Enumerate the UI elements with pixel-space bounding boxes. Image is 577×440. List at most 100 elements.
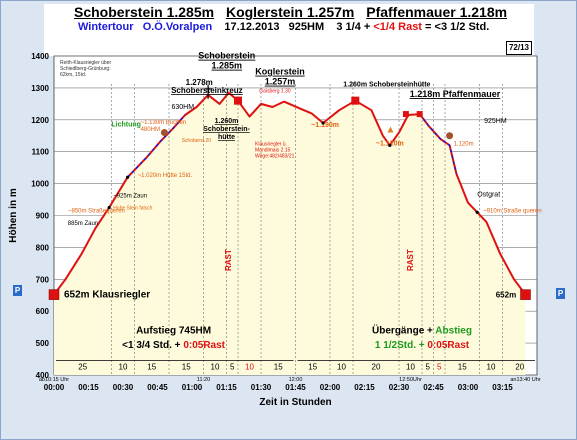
x-tick-label: 01:30 — [251, 383, 272, 392]
summit-marker — [402, 111, 409, 118]
point-label: 1.278m — [186, 78, 213, 87]
x-tick-label: 02:30 — [389, 383, 410, 392]
y-tick-label: 1100 — [32, 148, 50, 157]
y-tick-label: 600 — [36, 307, 50, 316]
time-mark-label: 11:20 — [197, 377, 210, 383]
x-tick-label: 02:15 — [354, 383, 375, 392]
x-tick-label: 03:15 — [492, 383, 513, 392]
segment-label: 10 — [119, 362, 128, 371]
point-label: Schobersteinkreuz — [171, 86, 243, 95]
point-label: Wege:482/483/21 — [255, 153, 295, 159]
point-label: Gaisberg 1.30 — [259, 89, 291, 95]
x-tick-label: 02:45 — [423, 383, 444, 392]
title-schoberstein: Schoberstein 1.285m — [74, 4, 215, 20]
y-axis-title: Höhen in m — [8, 188, 19, 243]
y-tick-label: 500 — [36, 339, 50, 348]
rast-label: RAST — [224, 249, 233, 271]
point-label: 480HM — [141, 127, 160, 133]
side-tab-left[interactable]: P — [13, 285, 22, 296]
tour-rest: <1/4 Rast — [373, 21, 422, 33]
point-label: Schoberst.20 — [182, 138, 212, 144]
point-label: Schoberstein — [198, 51, 255, 61]
point-label: 925HM — [484, 118, 507, 125]
x-tick-label: 02:00 — [320, 383, 341, 392]
tour-duration: 3 1/4 — [336, 21, 361, 33]
summary-ascent-time: <1 3/4 Std. + 0:05Rast — [122, 340, 226, 351]
tour-total: = <3 1/2 Std. — [425, 21, 490, 33]
segment-label: 10 — [337, 362, 346, 371]
segment-label: 10 — [211, 362, 220, 371]
route-note-line: Schiedlberg-Grünburg: — [60, 66, 111, 72]
segment-label: 20 — [372, 362, 381, 371]
segment-label: 15 — [182, 362, 191, 371]
route-note-line: Reith-Klausriegler über — [60, 60, 111, 66]
x-tick-label: 01:00 — [182, 383, 203, 392]
segment-label: 10 — [245, 362, 254, 371]
segment-label: 25 — [78, 362, 87, 371]
segment-label: 5 — [437, 362, 442, 371]
hut-marker — [351, 96, 360, 105]
point-label: hütte — [218, 134, 235, 141]
y-tick-label: 1200 — [31, 116, 49, 125]
summit-marker — [416, 111, 423, 118]
segment-label: 5 — [230, 362, 235, 371]
time-mark-label: 12:50Uhr — [399, 377, 422, 383]
point-label: Koglerstein — [255, 67, 305, 77]
route-note-line: 62km, 15td. — [60, 72, 86, 78]
y-tick-label: 1400 — [31, 52, 49, 61]
waypoint-dot — [321, 121, 325, 125]
tour-date: 17.12.2013 — [224, 21, 280, 33]
waypoint-dot — [107, 205, 111, 210]
point-label: 1.257m — [265, 77, 296, 87]
time-mark-label: an13:40 Uhr — [510, 377, 540, 383]
point-label: 885m Zaun — [68, 221, 98, 227]
side-tab-right[interactable]: P — [556, 288, 565, 299]
x-tick-label: 00:00 — [44, 383, 65, 392]
page-title: Schoberstein 1.285m Koglerstein 1.257m P… — [70, 4, 510, 20]
y-tick-label: 700 — [36, 275, 50, 284]
point-label: 652m — [496, 291, 516, 300]
x-tick-label: 00:15 — [78, 383, 99, 392]
start-marker — [48, 289, 60, 300]
segment-label: 20 — [515, 362, 524, 371]
point-label: ~925m Zaun — [113, 194, 147, 200]
turn-marker-icon — [387, 126, 394, 133]
waypoint-dot — [388, 143, 392, 147]
segment-label: 5 — [426, 362, 431, 371]
x-tick-label: 00:45 — [147, 383, 168, 392]
summary-traverse-title: Übergänge + Abstieg — [372, 324, 472, 337]
point-label: 1.120m — [454, 141, 474, 147]
point-label: 652m Klausriegler — [64, 290, 150, 301]
x-tick-label: 03:00 — [458, 383, 479, 392]
segment-label: 15 — [147, 362, 156, 371]
point-label: Klausriegler ü. — [255, 141, 287, 147]
segment-label: 10 — [406, 362, 415, 371]
x-tick-label: 01:45 — [285, 383, 306, 392]
title-koglerstein: Koglerstein 1.257m — [225, 4, 355, 20]
end-marker — [520, 289, 531, 300]
point-label: ~910m Straße queren — [483, 208, 542, 214]
y-tick-label: 900 — [36, 212, 50, 221]
tour-region: O.Ö.Voralpen — [142, 21, 213, 33]
point-label: ~1.190m — [311, 122, 339, 129]
title-pfaffenmauer: Pfaffenmauer 1.218m — [366, 4, 508, 20]
point-label: 630HM — [172, 104, 195, 111]
subtitle: Wintertour O.Ö.Voralpen 17.12.2013 925HM… — [78, 21, 490, 33]
x-tick-label: 00:30 — [113, 383, 134, 392]
point-label: ~1.130m Buchen — [141, 120, 187, 126]
summary-traverse-time: 1 1/2Std. + 0:05Rast — [375, 340, 470, 351]
profile-fill — [54, 92, 526, 375]
segment-label: 15 — [274, 362, 283, 371]
segment-label: 15 — [458, 362, 467, 371]
summit-cross-icon — [204, 84, 213, 99]
point-label: 1.218m Pfaffenmauer — [410, 89, 501, 99]
point-label: Mandlmais 2.15 — [255, 147, 291, 153]
waypoint-dot — [475, 210, 479, 214]
x-tick-label: 01:15 — [216, 383, 237, 392]
segment-label: 10 — [487, 362, 496, 371]
point-label: Lichtung — [111, 122, 141, 129]
tour-type: Wintertour — [78, 21, 134, 33]
tree-icon — [160, 129, 168, 137]
hut-marker — [234, 96, 242, 105]
